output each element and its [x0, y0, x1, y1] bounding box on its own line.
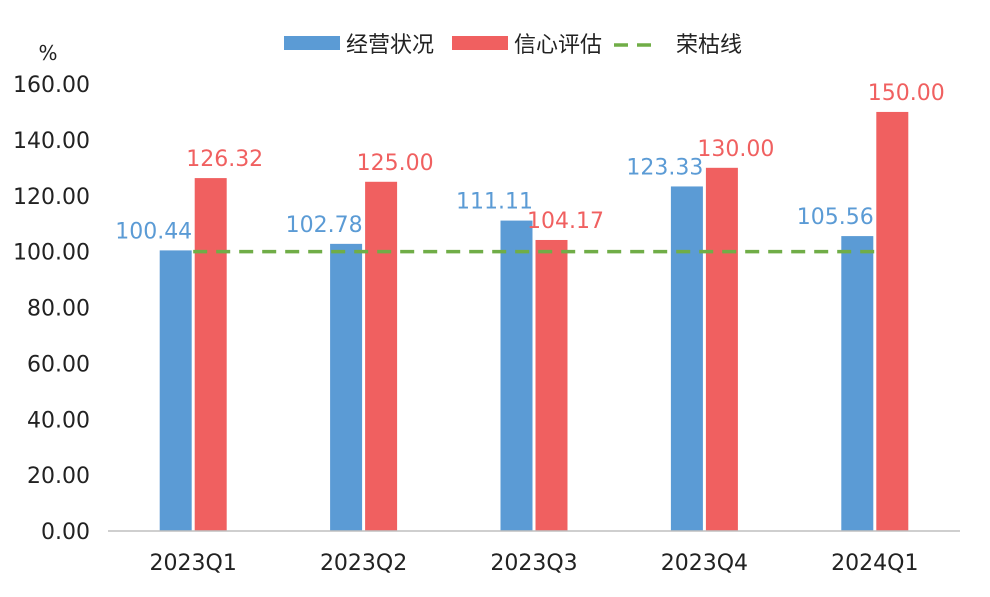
bar-operating	[159, 250, 192, 531]
bar-confidence	[876, 111, 909, 531]
y-axis-unit-label: %	[38, 41, 57, 65]
data-label: 100.44	[115, 219, 192, 244]
bars	[159, 111, 909, 532]
bar-confidence	[194, 178, 227, 531]
legend-swatch	[452, 36, 508, 50]
y-tick-label: 140.00	[13, 129, 90, 154]
y-tick-label: 160.00	[13, 73, 90, 98]
x-tick-label: 2023Q4	[661, 551, 748, 576]
data-label: 123.33	[626, 155, 703, 180]
data-label: 104.17	[527, 209, 604, 234]
legend-item: 经营状况	[284, 33, 434, 58]
data-labels: 100.44 102.78 111.11 123.33 105.56 126.32 125.…	[115, 81, 945, 244]
y-tick-label: 100.00	[13, 241, 90, 266]
bar-operating	[500, 220, 533, 532]
y-tick-label: 80.00	[27, 297, 90, 322]
legend-item: 荣枯线	[614, 33, 742, 58]
legend: 经营状况 信心评估 荣枯线	[284, 33, 742, 58]
y-axis-ticks: 0.00 20.00 40.00 60.00 80.00 100.00 120.00 140.…	[13, 73, 90, 545]
data-label: 102.78	[286, 213, 363, 238]
x-tick-label: 2024Q1	[831, 551, 918, 576]
y-tick-label: 120.00	[13, 185, 90, 210]
bar-operating	[670, 186, 703, 531]
legend-label: 荣枯线	[676, 33, 742, 58]
x-tick-label: 2023Q3	[490, 551, 577, 576]
data-label: 125.00	[357, 151, 434, 176]
data-label: 126.32	[186, 147, 263, 172]
data-label: 130.00	[697, 137, 774, 162]
legend-swatch	[284, 36, 340, 50]
data-label: 111.11	[456, 190, 533, 215]
x-tick-label: 2023Q2	[320, 551, 407, 576]
y-tick-label: 0.00	[41, 520, 90, 545]
bar-confidence	[535, 239, 568, 531]
data-label: 105.56	[797, 205, 874, 230]
legend-label: 信心评估	[514, 33, 602, 58]
bar-operating	[841, 236, 874, 532]
data-label: 150.00	[868, 81, 945, 106]
y-tick-label: 60.00	[27, 352, 90, 377]
legend-label: 经营状况	[346, 33, 434, 58]
y-tick-label: 40.00	[27, 408, 90, 433]
bar-confidence	[365, 181, 398, 531]
y-tick-label: 20.00	[27, 464, 90, 489]
x-axis-ticks: 2023Q1 2023Q2 2023Q3 2023Q4 2024Q1	[150, 551, 919, 576]
x-tick-label: 2023Q1	[150, 551, 237, 576]
bar-confidence	[705, 167, 738, 531]
legend-item: 信心评估	[452, 33, 602, 58]
bar-operating	[330, 243, 363, 531]
